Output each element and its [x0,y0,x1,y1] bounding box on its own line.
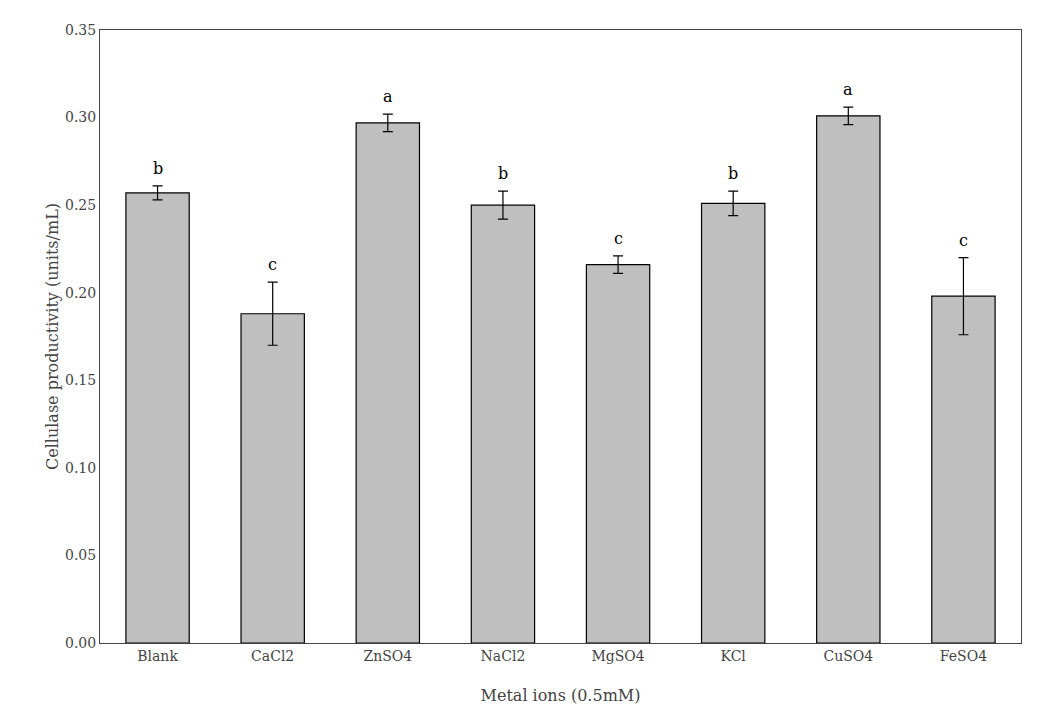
svg-text:c: c [614,229,623,248]
svg-text:0.30: 0.30 [65,109,96,125]
svg-text:b: b [498,164,508,183]
svg-text:0.05: 0.05 [65,547,96,563]
svg-text:FeSO4: FeSO4 [940,648,987,664]
svg-text:Cellulase productivity (units/: Cellulase productivity (units/mL) [43,203,62,470]
svg-text:KCl: KCl [721,648,747,664]
svg-text:0.25: 0.25 [65,197,96,213]
svg-text:Metal ions (0.5mM): Metal ions (0.5mM) [481,686,641,705]
svg-text:ZnSO4: ZnSO4 [363,648,412,664]
svg-text:0.35: 0.35 [65,22,96,38]
svg-text:MgSO4: MgSO4 [591,648,644,664]
svg-text:0.20: 0.20 [65,285,96,301]
svg-text:NaCl2: NaCl2 [481,648,526,664]
svg-text:CuSO4: CuSO4 [823,648,873,664]
svg-text:0.00: 0.00 [65,635,96,651]
svg-text:c: c [959,231,968,250]
svg-text:0.10: 0.10 [65,460,96,476]
svg-text:b: b [153,159,163,178]
svg-text:c: c [268,255,277,274]
svg-text:a: a [843,80,853,99]
svg-text:b: b [728,164,738,183]
svg-text:CaCl2: CaCl2 [251,648,294,664]
svg-text:0.15: 0.15 [65,372,96,388]
svg-text:Blank: Blank [137,648,178,664]
svg-text:a: a [383,87,393,106]
